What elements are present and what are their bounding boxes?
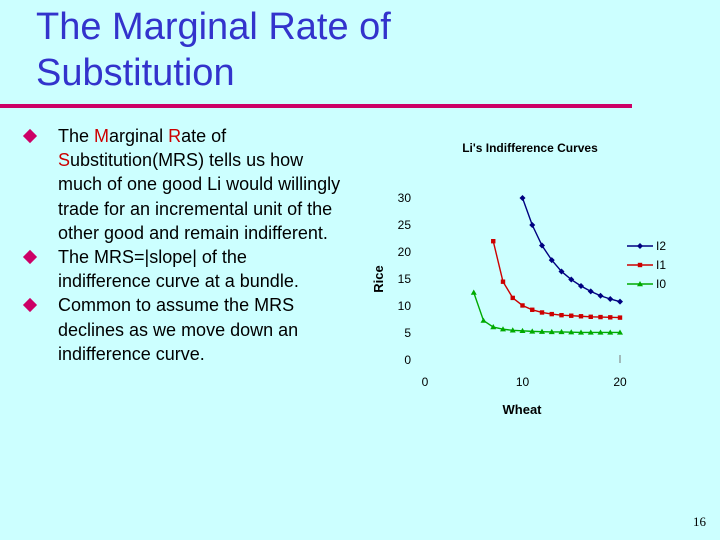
data-point-i0 bbox=[529, 328, 536, 334]
data-point-i0 bbox=[587, 329, 594, 335]
data-point-i0 bbox=[490, 324, 497, 330]
data-point-i1 bbox=[559, 312, 564, 318]
data-point-i1 bbox=[578, 314, 584, 319]
data-point-i1 bbox=[530, 307, 535, 312]
data-point-i1 bbox=[520, 303, 525, 308]
data-point-i0 bbox=[558, 328, 565, 335]
bullet-item-mrs-declines: Common to assume the MRS declines as we … bbox=[22, 293, 342, 366]
x-tick-label: 20 bbox=[613, 375, 627, 389]
title-divider bbox=[0, 104, 632, 108]
data-point-i0 bbox=[470, 289, 477, 295]
data-point-i0 bbox=[500, 326, 506, 332]
bullet-list: The Marginal Rate of Substitution(MRS) t… bbox=[22, 124, 342, 366]
data-point-i2 bbox=[597, 292, 604, 299]
data-point-i1 bbox=[500, 279, 506, 284]
bullet-item-mrs-definition: The Marginal Rate of Substitution(MRS) t… bbox=[22, 124, 342, 245]
data-point-i2 bbox=[617, 298, 623, 305]
data-point-i1 bbox=[549, 311, 554, 317]
data-point-i1 bbox=[598, 314, 603, 320]
data-point-i2 bbox=[578, 283, 584, 290]
data-point-i0 bbox=[539, 328, 545, 334]
series-line-i0 bbox=[473, 292, 620, 334]
y-tick-label: 5 bbox=[404, 326, 411, 340]
data-point-i2 bbox=[587, 288, 594, 295]
data-point-i1 bbox=[491, 239, 496, 244]
series-line-i1 bbox=[492, 241, 621, 319]
data-point-i2 bbox=[568, 276, 575, 283]
data-point-i2 bbox=[558, 268, 565, 275]
data-point-i2 bbox=[519, 195, 526, 201]
data-point-i1 bbox=[569, 313, 574, 318]
data-point-i1 bbox=[617, 315, 623, 320]
data-point-i0 bbox=[519, 327, 526, 334]
y-tick-label: 10 bbox=[398, 299, 412, 313]
y-tick-label: 30 bbox=[398, 191, 412, 205]
data-point-i1 bbox=[510, 295, 515, 301]
diamond-bullet-icon bbox=[22, 249, 38, 265]
data-point-i1 bbox=[588, 314, 593, 319]
y-tick-label: 20 bbox=[398, 245, 412, 259]
x-tick-label: 0 bbox=[422, 375, 429, 389]
bullet-item-mrs-slope: The MRS=|slope| of the indifference curv… bbox=[22, 245, 342, 293]
diamond-bullet-icon bbox=[22, 298, 38, 313]
chart-title: Li's Indifference Curves bbox=[462, 141, 598, 155]
legend-marker-i2 bbox=[637, 243, 643, 249]
data-point-i0 bbox=[607, 329, 614, 335]
indifference-curves-chart: Li's Indifference Curves 0 5 10 15 20 25 30 0 10 2… bbox=[371, 141, 666, 417]
y-tick-label: 25 bbox=[398, 218, 412, 232]
data-point-i2 bbox=[607, 295, 614, 302]
y-tick-label: 15 bbox=[398, 272, 412, 286]
legend-label-i1: I1 bbox=[656, 258, 666, 272]
legend-marker-i1 bbox=[637, 262, 643, 268]
data-point-i1 bbox=[539, 310, 545, 315]
x-tick-label: 10 bbox=[516, 375, 530, 389]
data-point-i0 bbox=[509, 327, 516, 333]
data-point-i0 bbox=[480, 317, 487, 323]
series-line-i2 bbox=[521, 197, 621, 303]
data-point-i0 bbox=[617, 329, 623, 335]
y-tick-label: 0 bbox=[404, 353, 411, 367]
legend-label-i0: I0 bbox=[656, 277, 666, 291]
data-point-i2 bbox=[529, 222, 536, 228]
diamond-bullet-icon bbox=[22, 128, 38, 144]
legend-label-i2: I2 bbox=[656, 239, 666, 253]
data-point-i2 bbox=[548, 257, 555, 264]
slide-number: 16 bbox=[693, 514, 706, 529]
data-point-i0 bbox=[568, 329, 575, 335]
y-axis-label: Rice bbox=[371, 265, 386, 292]
data-point-i0 bbox=[578, 329, 584, 335]
slide-title: The Marginal Rate of Substitution bbox=[36, 6, 391, 94]
data-point-i1 bbox=[608, 315, 613, 320]
data-point-i0 bbox=[597, 329, 604, 335]
data-point-i2 bbox=[539, 242, 545, 249]
data-point-i0 bbox=[548, 328, 555, 335]
legend-marker-i0 bbox=[637, 281, 643, 287]
x-axis-label: Wheat bbox=[503, 402, 543, 417]
